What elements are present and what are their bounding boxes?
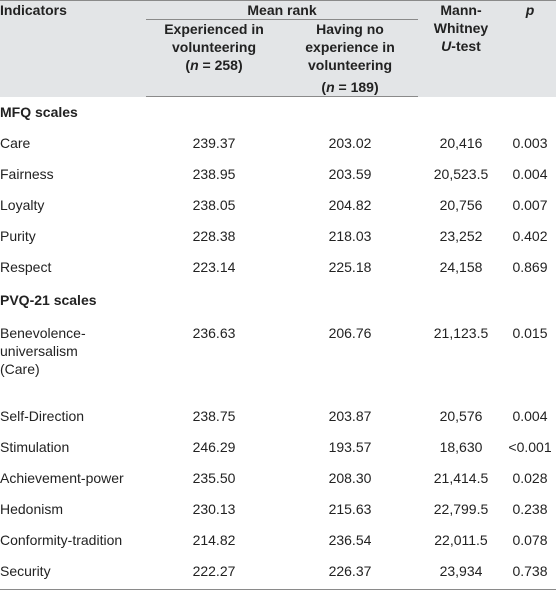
table-cell: 0.003 <box>512 135 548 151</box>
table-cell: 0.004 <box>512 166 548 182</box>
table-cell: 193.57 <box>328 439 372 455</box>
table-cell: 0.004 <box>512 408 548 424</box>
no-experience-n: (n = 189) <box>321 79 379 95</box>
mann-whitney-line1: Mann- <box>440 2 482 18</box>
table-cell: 22,011.5 <box>434 532 488 548</box>
mean-rank-header: Mean rank <box>146 0 418 20</box>
table-cell: 20,416 <box>439 135 483 151</box>
table-cell: 235.50 <box>192 470 236 486</box>
table-cell: 206.76 <box>328 325 372 341</box>
table-row: Benevolence- universalism (Care) 236.63 … <box>0 318 556 403</box>
table-cell: 18,630 <box>439 439 483 455</box>
table-cell: Security <box>0 558 146 590</box>
table-cell: 23,934 <box>418 558 504 590</box>
table-row: Security 222.27 226.37 23,934 0.738 <box>0 558 556 590</box>
table-cell: Care <box>0 135 31 151</box>
no-experience-header: Having no experience in volunteering (n … <box>282 19 418 97</box>
table-cell: 21,414.5 <box>433 470 489 486</box>
table-row: Purity 228.38 218.03 23,252 0.402 <box>0 223 556 254</box>
table-cell: 239.37 <box>192 135 236 151</box>
mann-whitney-header: Mann- Whitney U-test <box>418 0 504 97</box>
table-cell: 204.82 <box>328 197 372 213</box>
table-cell: 222.27 <box>146 558 282 590</box>
table-cell: 238.95 <box>192 166 236 182</box>
table-row: Loyalty 238.05 204.82 20,756 0.007 <box>0 192 556 223</box>
table-cell: 0.869 <box>512 259 548 275</box>
table-cell: 238.75 <box>192 408 236 424</box>
table-cell: 215.63 <box>328 501 372 517</box>
p-header: p <box>504 0 556 97</box>
header-row-1: Indicators Mean rank Mann- Whitney U-tes… <box>0 0 556 97</box>
table-cell: 0.078 <box>512 532 548 548</box>
table-cell: 203.87 <box>328 408 372 424</box>
table-row: Achievement-power 235.50 208.30 21,414.5… <box>0 465 556 496</box>
table-cell: 236.54 <box>328 532 372 548</box>
table-cell: 218.03 <box>328 228 372 244</box>
section-row-pvq: PVQ-21 scales <box>0 285 556 318</box>
indicators-header: Indicators <box>0 0 146 97</box>
table-cell: 24,158 <box>439 259 483 275</box>
table-row: Self-Direction 238.75 203.87 20,576 0.00… <box>0 403 556 434</box>
table-cell: <0.001 <box>508 439 552 455</box>
table-row: Care 239.37 203.02 20,416 0.003 <box>0 130 556 161</box>
table-cell: 20,756 <box>439 197 483 213</box>
table-cell: 225.18 <box>328 259 372 275</box>
table-cell: 246.29 <box>192 439 236 455</box>
table-cell: 20,576 <box>439 408 483 424</box>
table-row: Stimulation 246.29 193.57 18,630 <0.001 <box>0 434 556 465</box>
section-row-mfq: MFQ scales <box>0 97 556 131</box>
mann-whitney-line2: Whitney <box>433 20 489 36</box>
header-row-2: Experienced in volunteering (n = 258) Ha… <box>0 19 556 97</box>
table-cell: Stimulation <box>0 439 70 455</box>
table-cell: 21,123.5 <box>433 325 489 341</box>
mann-whitney-line3: U-test <box>441 38 481 54</box>
table-cell: 230.13 <box>192 501 236 517</box>
table-cell: Purity <box>0 228 36 244</box>
table-row: Hedonism 230.13 215.63 22,799.5 0.238 <box>0 496 556 527</box>
experienced-n: (n = 258) <box>185 57 243 73</box>
table-cell: 20,523.5 <box>433 166 489 182</box>
table-cell: 223.14 <box>192 259 236 275</box>
experienced-header: Experienced in volunteering (n = 258) <box>146 19 282 97</box>
table-cell: 0.028 <box>512 470 548 486</box>
table-cell: 0.007 <box>512 197 548 213</box>
table-cell: Respect <box>0 259 52 275</box>
table-row: Respect 223.14 225.18 24,158 0.869 <box>0 254 556 285</box>
table-cell: Achievement-power <box>0 470 124 486</box>
table-cell: 203.02 <box>328 135 372 151</box>
table-cell: 214.82 <box>192 532 236 548</box>
table-cell: 228.38 <box>192 228 236 244</box>
table-cell: 226.37 <box>282 558 418 590</box>
table-cell: 236.63 <box>192 325 236 341</box>
table-cell: Conformity-tradition <box>0 532 123 548</box>
table-cell: PVQ-21 scales <box>0 292 97 308</box>
table-cell: 0.238 <box>512 501 548 517</box>
table-cell: 203.59 <box>328 166 372 182</box>
table-cell: Fairness <box>0 166 54 182</box>
table-cell: 0.402 <box>512 228 548 244</box>
table-cell: 0.738 <box>504 558 556 590</box>
table-cell: 238.05 <box>192 197 236 213</box>
table-row: Conformity-tradition 214.82 236.54 22,01… <box>0 527 556 558</box>
table-cell: MFQ scales <box>0 104 78 120</box>
table-cell: 22,799.5 <box>433 501 489 517</box>
table-cell: Loyalty <box>0 197 45 213</box>
table-cell: Self-Direction <box>0 408 85 424</box>
table-cell: 208.30 <box>328 470 372 486</box>
table-cell: 23,252 <box>439 228 483 244</box>
table-row: Fairness 238.95 203.59 20,523.5 0.004 <box>0 161 556 192</box>
table-cell: Hedonism <box>0 501 64 517</box>
table-cell: 0.015 <box>512 325 548 341</box>
table-cell: Benevolence- universalism (Care) <box>0 325 86 377</box>
